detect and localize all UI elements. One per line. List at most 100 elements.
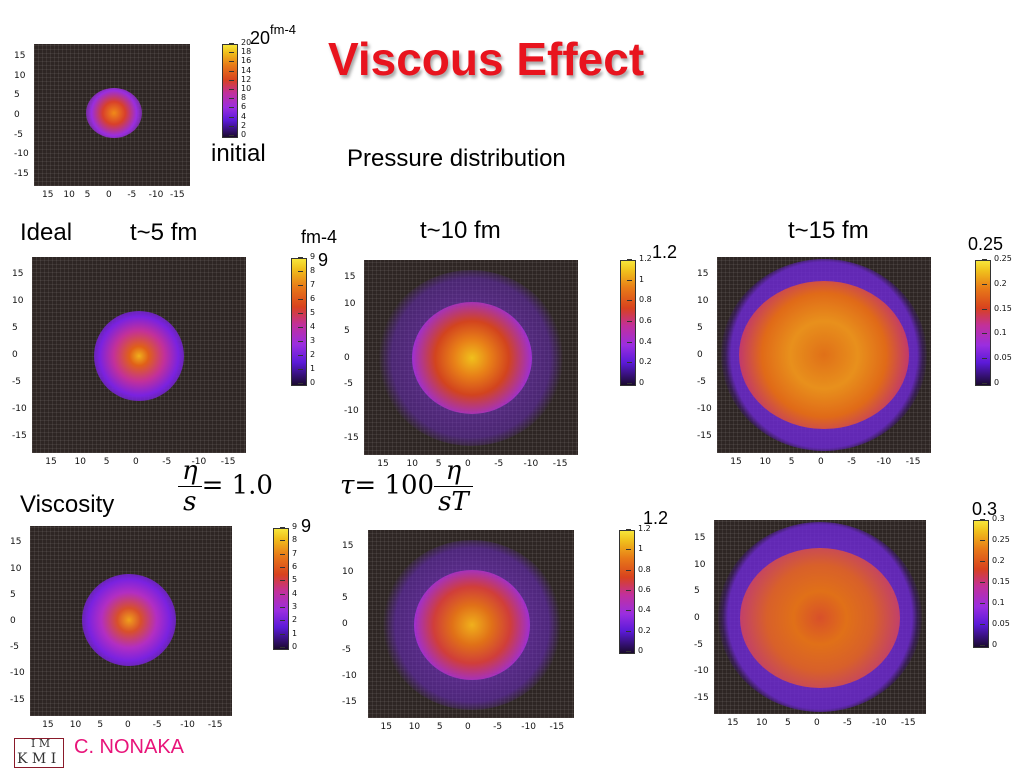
colorbar-tick-label: 14 [228,65,252,75]
y-axis-tick-label: -10 [697,404,712,415]
x-axis-tick-label: 0 [465,459,471,469]
ideal-t10-panel [342,258,582,473]
ideal-t5-colorbar [291,258,307,386]
x-axis-tick-label: 15 [377,459,389,469]
y-axis-tick-label: -15 [344,433,359,444]
relaxation-time-formula: τ= 100 η sT [340,456,473,517]
x-axis-tick-label: 10 [408,722,421,732]
kmi-logo: I M K M I [14,737,64,768]
colorbar-tick-label: 7 [279,548,298,558]
colorbar-tick-label: 2 [297,350,316,359]
visc-t10-panel [340,528,580,736]
y-axis-tick-label: 0 [697,350,703,360]
colorbar-tick-label: 1 [279,628,298,638]
colorbar-tick-label: 0 [626,378,645,387]
ideal-t5-max: 9 [318,250,329,270]
colorbar-tick-label: 0 [228,130,247,139]
ideal-t15-colorbar [975,260,991,386]
x-axis-tick-label: 5 [436,722,443,732]
ideal-t10-heatmap [364,260,578,455]
y-axis-tick-label: 10 [12,295,24,306]
colorbar-tick-label: 7 [297,280,316,289]
y-axis-tick-label: -10 [342,670,357,681]
y-axis-tick-label: 15 [12,268,24,279]
x-axis-tick-label: 15 [730,457,742,467]
colorbar-tick-label: 0.3 [980,514,1005,523]
y-axis-tick-label: -10 [12,404,27,415]
colorbar-tick-label: 0.15 [982,303,1012,313]
colorbar-tick-label: 1 [625,544,644,554]
y-axis-tick-label: 15 [14,50,26,61]
x-axis-tick-label: 10 [69,720,82,730]
x-axis-tick-label: -10 [148,190,164,200]
initial-panel [12,42,192,202]
x-axis-tick-label: -10 [191,457,207,467]
x-axis-tick-label: -15 [552,459,568,469]
x-axis-tick-label: -5 [127,190,137,200]
initial-heatmap [34,44,190,186]
formula-eta-1: η [178,456,202,487]
y-axis-tick-label: -10 [14,149,29,160]
colorbar-tick-label: 4 [279,588,298,598]
y-axis-tick-label: 10 [697,295,709,306]
colorbar-tick-label: 0.2 [626,625,651,635]
x-axis-tick-label: 10 [756,718,768,728]
initial-label: initial [211,140,266,167]
x-axis-tick-label: -15 [905,457,921,467]
y-axis-tick-label: 15 [694,533,706,544]
y-axis-tick-label: -5 [344,379,353,390]
colorbar-tick-label: 1 [297,364,316,373]
y-axis-tick-label: -15 [342,696,357,707]
visc-t10-colorbar [619,530,635,654]
visc-t15-colorbar [973,520,989,648]
colorbar-tick-label: 0.15 [980,577,1010,586]
ideal-label: Ideal [20,219,73,246]
ideal-t15-max: 0.25 [968,234,1004,254]
x-axis-tick-label: 0 [125,720,131,730]
colorbar-tick-label: 0.05 [982,353,1012,363]
y-axis-tick-label: 10 [694,559,706,570]
y-axis-tick-label: 15 [10,537,22,548]
initial-colorbar [222,44,238,138]
colorbar-tick-label: 0.1 [980,598,1005,607]
colorbar-tick-label: 0 [297,378,316,387]
colorbar-tick-label: 10 [228,84,252,93]
y-axis-tick-label: 5 [344,325,350,336]
colorbar-tick-label: 0.6 [627,316,652,325]
y-axis-tick-label: -5 [12,377,21,388]
colorbar-tick-label: 16 [228,56,252,66]
colorbar-tick-label: 0.6 [626,585,651,594]
y-axis-tick-label: 0 [342,619,348,629]
viscosity-label: Viscosity [20,491,115,518]
visc-t5-panel [8,524,248,736]
formula-eta-2: η [434,456,473,487]
colorbar-tick-label: 0.25 [980,535,1010,544]
x-axis-tick-label: 0 [814,718,820,728]
colorbar-tick-label: 0.1 [982,328,1007,338]
colorbar-tick-label: 2 [228,120,247,130]
ideal-t5-heatmap [32,257,246,453]
ideal-t5-unit: fm-4 [301,227,337,247]
colorbar-tick-label: 12 [228,74,252,84]
x-axis-tick-label: 10 [759,457,771,467]
y-axis-tick-label: 0 [694,613,700,623]
y-axis-tick-label: 0 [14,110,20,120]
formula-tau: τ [340,470,355,501]
colorbar-tick-label: 0 [625,646,644,655]
x-axis-tick-label: -5 [152,720,162,730]
x-axis-tick-label: 5 [84,190,91,200]
y-axis-tick-label: -5 [342,644,351,655]
colorbar-tick-label: 0 [279,642,298,651]
x-axis-tick-label: 0 [818,457,824,467]
logo-top: I M [31,737,51,750]
x-axis-tick-label: -15 [900,718,916,728]
x-axis-tick-label: -15 [549,722,565,732]
formula-sT: sT [438,487,469,517]
y-axis-tick-label: -15 [10,694,25,705]
colorbar-tick-label: 0.4 [627,336,652,346]
colorbar-tick-label: 2 [279,615,298,625]
colorbar-tick-label: 9 [279,522,298,531]
formula-eq2: = 100 [354,470,435,501]
x-axis-tick-label: 5 [97,720,104,730]
x-axis-tick-label: 5 [103,457,110,467]
